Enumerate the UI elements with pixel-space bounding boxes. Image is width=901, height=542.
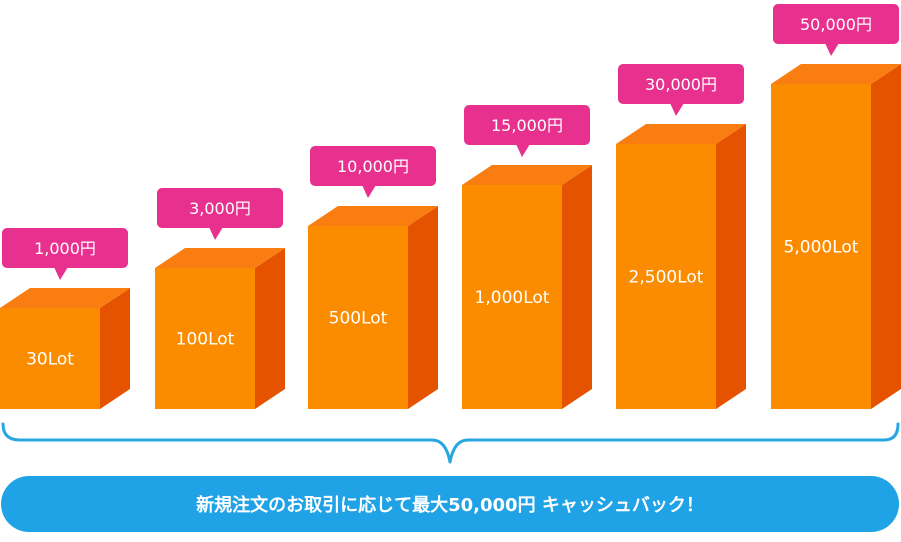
bar-side [255, 248, 285, 409]
bar-side [871, 64, 901, 409]
bar-front [155, 268, 255, 409]
reward-bubble: 1,000円 [2, 228, 128, 280]
cashback-banner: 新規注文のお取引に応じて最大50,000円 キャッシュバック！ [1, 476, 899, 532]
bar: 30Lot [0, 288, 130, 409]
bar-front [308, 226, 408, 409]
bar-top [462, 165, 592, 185]
reward-value-label: 10,000円 [337, 157, 409, 176]
reward-bubble-box [618, 64, 744, 104]
bar-category-label: 5,000Lot [784, 238, 859, 258]
bar-top [616, 124, 746, 144]
reward-value-label: 30,000円 [645, 75, 717, 94]
bar: 1,000Lot [462, 165, 592, 409]
reward-bubble-tail [516, 144, 530, 157]
bar-front [462, 185, 562, 409]
reward-bubble-tail [362, 185, 376, 198]
bar-side [562, 165, 592, 409]
bar: 5,000Lot [771, 64, 901, 409]
reward-bubble-tail [209, 227, 223, 240]
reward-bubble-box [310, 146, 436, 186]
banner-text: 新規注文のお取引に応じて最大50,000円 キャッシュバック！ [196, 494, 704, 516]
bar: 100Lot [155, 248, 285, 409]
reward-bubble-tail [670, 103, 684, 116]
bar-top [771, 64, 901, 84]
reward-bubble-box [773, 4, 899, 44]
bar-front [0, 308, 100, 409]
bracket-brace [1, 422, 900, 464]
bar: 2,500Lot [616, 124, 746, 409]
bar-category-label: 30Lot [26, 350, 74, 370]
bar-category-label: 1,000Lot [475, 288, 550, 308]
reward-bubble: 3,000円 [157, 188, 283, 240]
bar-group: 30Lot 100Lot 500Lot 1,000Lot 2,500Lot 5,000Lo… [0, 64, 901, 409]
reward-value-label: 3,000円 [189, 199, 251, 218]
bar-category-label: 100Lot [176, 330, 235, 350]
reward-bubble-box [2, 228, 128, 268]
reward-bubble-tail [825, 43, 839, 56]
reward-bubble-box [157, 188, 283, 228]
reward-bubble: 50,000円 [773, 4, 899, 56]
reward-value-label: 1,000円 [34, 239, 96, 258]
reward-bubble: 15,000円 [464, 105, 590, 157]
reward-bubble: 10,000円 [310, 146, 436, 198]
reward-bubble-box [464, 105, 590, 145]
bar-top [308, 206, 438, 226]
reward-bubble-group: 1,000円 3,000円 10,000円 15,000円 30,000円 50,000円 [2, 4, 899, 280]
bar-category-label: 500Lot [329, 309, 388, 329]
bar-front [771, 84, 871, 409]
reward-bubble: 30,000円 [618, 64, 744, 116]
bar-side [408, 206, 438, 409]
reward-bubble-tail [54, 267, 68, 280]
bar-category-label: 2,500Lot [629, 268, 704, 288]
reward-value-label: 50,000円 [800, 15, 872, 34]
bar-front [616, 144, 716, 409]
reward-value-label: 15,000円 [491, 116, 563, 135]
bar-side [100, 288, 130, 409]
bar-side [716, 124, 746, 409]
bar: 500Lot [308, 206, 438, 409]
bar-top [0, 288, 130, 308]
bar-top [155, 248, 285, 268]
banner-background [1, 476, 899, 532]
